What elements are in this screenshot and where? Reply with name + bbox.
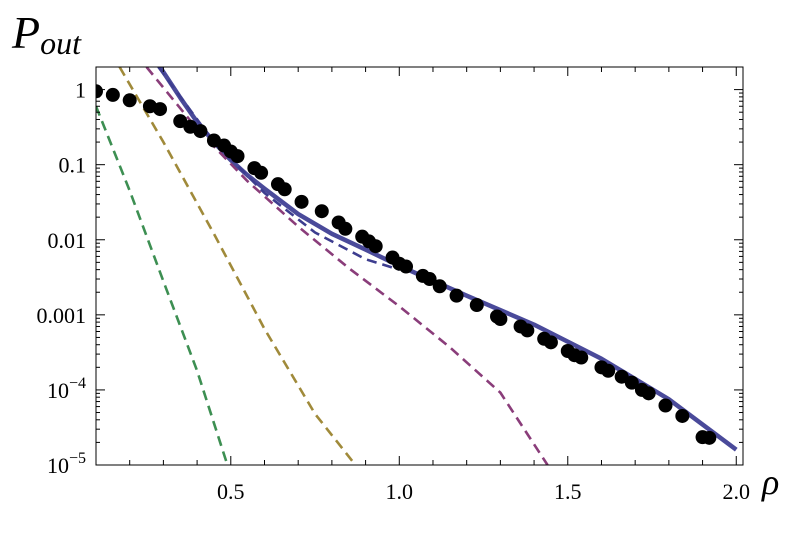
y-axis-title-main: P (11, 7, 40, 58)
data-point (105, 87, 120, 102)
x-tick-label: 1.0 (386, 479, 414, 504)
data-point (254, 165, 269, 180)
data-point (314, 204, 329, 219)
data-point (96, 84, 103, 99)
data-point (614, 369, 629, 384)
data-point (122, 93, 137, 108)
plot-frame (95, 66, 744, 466)
y-axis-title-sub: out (40, 25, 82, 61)
data-point (432, 279, 447, 294)
x-tick-label: 1.5 (554, 479, 582, 504)
x-tick-label: 2.0 (723, 479, 751, 504)
data-point (601, 363, 616, 378)
data-point (368, 239, 383, 254)
data-point (277, 182, 292, 197)
data-point (624, 375, 639, 390)
data-point (702, 430, 717, 445)
y-tick-label: 0.1 (59, 153, 87, 178)
data-point (543, 335, 558, 350)
data-point (193, 124, 208, 139)
data-point (449, 288, 464, 303)
y-tick-label: 0.001 (37, 303, 87, 328)
series-dashed-line-5 (96, 105, 229, 465)
data-point (153, 102, 168, 117)
y-tick-label: 0.01 (48, 228, 87, 253)
axes: 0.5 1.0 1.5 2.0 1 0.1 0.01 0.001 10−4 10−5 (37, 66, 751, 504)
data-point (641, 386, 656, 401)
x-tick-label: 0.5 (217, 479, 245, 504)
y-axis-title: Pout (11, 7, 82, 61)
data-point (422, 272, 437, 287)
plot-area (96, 67, 738, 465)
data-point (493, 312, 508, 327)
y-tick-label: 1 (75, 78, 86, 103)
data-point (574, 350, 589, 365)
data-point (469, 298, 484, 313)
data-point (230, 149, 245, 164)
series-dashed-line-4 (118, 67, 357, 465)
data-point (675, 408, 690, 423)
data-point (658, 398, 673, 413)
y-tick-label: 10−4 (47, 375, 86, 403)
y-tick-label: 10−5 (47, 450, 86, 478)
x-axis-title: ρ (761, 462, 779, 502)
series-dashed-line-2 (157, 67, 400, 271)
data-point (399, 259, 414, 274)
data-point (338, 221, 353, 236)
data-point (520, 323, 535, 338)
series-dashed-line-3 (145, 67, 549, 465)
data-point (294, 194, 309, 209)
